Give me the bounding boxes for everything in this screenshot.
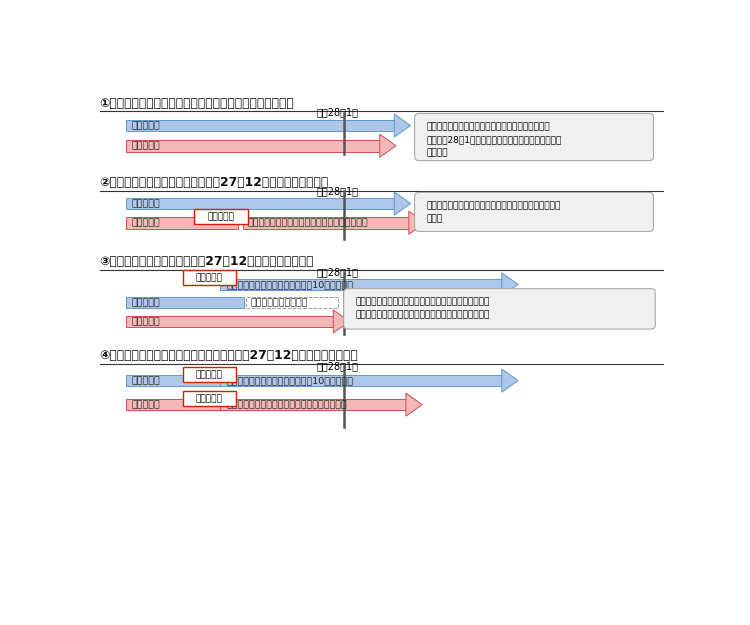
Text: 住基カード: 住基カード (131, 121, 160, 130)
Polygon shape (333, 310, 350, 333)
Text: それぞれの有効期間満了日までご利用いただけます
が、平成28年1月以降の更新手続き、新規発行はでき
ません。: それぞれの有効期間満了日までご利用いただけます が、平成28年1月以降の更新手続… (426, 122, 562, 157)
FancyBboxPatch shape (183, 391, 236, 406)
FancyBboxPatch shape (415, 192, 653, 231)
Text: ②電子証明書の更新手続きのみ平成27年12月までに行った場合: ②電子証明書の更新手続きのみ平成27年12月までに行った場合 (100, 176, 328, 189)
FancyBboxPatch shape (194, 209, 248, 224)
Text: 平成28年1月: 平成28年1月 (316, 107, 358, 118)
Text: ③カードの更新手続きのみ平成27年12月までに行った場合: ③カードの更新手続きのみ平成27年12月までに行った場合 (100, 256, 314, 269)
Text: 住基カード: 住基カード (131, 376, 160, 385)
Text: 更新手続き: 更新手続き (196, 273, 223, 282)
Bar (126, 316, 333, 327)
Bar (126, 140, 380, 151)
Text: 電子証明書（更新手続きの日から３年間有効）: 電子証明書（更新手続きの日から３年間有効） (248, 218, 368, 227)
Polygon shape (502, 272, 518, 296)
Bar (242, 217, 409, 229)
Text: 電子証明書: 電子証明書 (131, 400, 160, 409)
FancyBboxPatch shape (344, 289, 656, 329)
Bar (126, 297, 244, 308)
Polygon shape (502, 369, 518, 392)
Text: 住基カード（更新手続きの日から10年間有効）: 住基カード（更新手続きの日から10年間有効） (226, 376, 353, 385)
FancyBboxPatch shape (415, 114, 653, 161)
Text: カードの有効期間満了後も電子証明書はご利用いただけ
ます。: カードの有効期間満了後も電子証明書はご利用いただけ ます。 (426, 201, 560, 223)
Text: 住基カード: 住基カード (131, 199, 160, 208)
Text: 住基カード（更新手続きの日から10年間有効）: 住基カード（更新手続きの日から10年間有効） (226, 280, 353, 289)
Polygon shape (409, 211, 425, 234)
Bar (220, 279, 502, 290)
Text: 電子証明書: 電子証明書 (131, 218, 160, 227)
Bar (246, 297, 338, 308)
Bar (126, 399, 220, 411)
Text: 更新手続き: 更新手続き (196, 394, 223, 403)
Bar (126, 217, 238, 229)
Text: 更新手続き: 更新手続き (196, 370, 223, 379)
Polygon shape (394, 192, 410, 215)
FancyBboxPatch shape (183, 271, 236, 285)
Text: 電子証明書（更新手続きの日から３年間有効）: 電子証明書（更新手続きの日から３年間有効） (226, 400, 347, 409)
FancyBboxPatch shape (183, 367, 236, 381)
Text: 更新手続き: 更新手続き (208, 212, 235, 221)
Text: ④カード及び電子証明書の更新手続きを平成27年12月までに行った場合: ④カード及び電子証明書の更新手続きを平成27年12月までに行った場合 (100, 349, 358, 362)
Text: 住基カード: 住基カード (131, 298, 160, 307)
Text: 平成28年1月: 平成28年1月 (316, 186, 358, 196)
Text: 廃止された住基カードに格納されている電子証明書は、
電子証明書の有効期間満了日までご利用いただけます。: 廃止された住基カードに格納されている電子証明書は、 電子証明書の有効期間満了日ま… (356, 298, 490, 319)
Text: 廃止された住基カード: 廃止された住基カード (251, 298, 308, 307)
Text: 平成28年1月: 平成28年1月 (316, 267, 358, 277)
Bar (220, 399, 406, 411)
Polygon shape (406, 393, 422, 416)
Bar (126, 198, 394, 209)
Text: ①カード及び電子証明書の更新手続きを行わなかった場合: ①カード及び電子証明書の更新手続きを行わなかった場合 (100, 97, 294, 109)
Text: 電子証明書: 電子証明書 (131, 317, 160, 326)
Bar (220, 375, 502, 386)
Text: 平成28年1月: 平成28年1月 (316, 361, 358, 371)
Polygon shape (380, 134, 396, 158)
Polygon shape (394, 114, 410, 137)
Bar (126, 375, 220, 386)
Text: 電子証明書: 電子証明書 (131, 141, 160, 150)
Bar (126, 120, 394, 131)
